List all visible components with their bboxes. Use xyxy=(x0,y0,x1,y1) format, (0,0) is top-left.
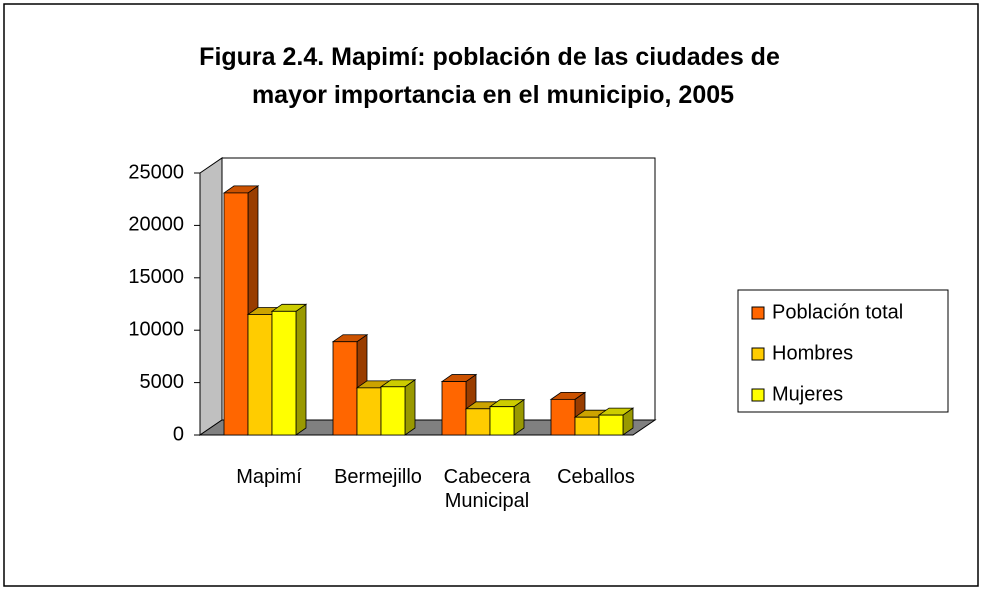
bar-front xyxy=(380,386,406,436)
legend-swatch xyxy=(751,388,765,402)
x-tick-label: Ceballos xyxy=(557,466,635,488)
y-tick-label: 5000 xyxy=(140,371,185,393)
x-tick-label: Mapimí xyxy=(236,466,302,488)
y-tick-label: 20000 xyxy=(128,214,184,236)
bar-front xyxy=(332,341,358,436)
legend-swatch xyxy=(751,347,765,361)
legend-label: Hombres xyxy=(772,342,853,364)
y-tick-label: 15000 xyxy=(128,266,184,288)
bar-side xyxy=(404,379,416,436)
bar-front xyxy=(598,414,624,436)
bar xyxy=(597,407,635,436)
bar xyxy=(379,379,417,436)
x-tick-label: Bermejillo xyxy=(334,466,422,488)
bar xyxy=(270,303,308,436)
legend-label: Población total xyxy=(772,301,903,323)
side-wall xyxy=(199,157,223,436)
bar-side xyxy=(295,303,307,436)
title-line: mayor importancia en el municipio, 2005 xyxy=(252,81,734,109)
bar-front xyxy=(223,192,249,436)
bar-front xyxy=(489,406,515,436)
y-tick-label: 0 xyxy=(173,423,184,445)
x-tick-label: Cabecera Municipal xyxy=(443,466,531,512)
title-line: Figura 2.4. Mapimí: población de las ciu… xyxy=(199,43,787,71)
legend-swatch xyxy=(751,306,765,320)
chart-title: Figura 2.4. Mapimí: población de las ciu… xyxy=(199,43,787,109)
bar-front xyxy=(441,381,467,436)
legend-label: Mujeres xyxy=(772,383,843,405)
y-tick-label: 25000 xyxy=(128,161,184,183)
bar-front xyxy=(550,398,576,436)
bar-front xyxy=(247,314,273,436)
bar-front xyxy=(574,416,600,436)
bar-front xyxy=(271,310,297,436)
bar-front xyxy=(465,408,491,436)
y-tick-label: 10000 xyxy=(128,318,184,340)
bar-front xyxy=(356,387,382,436)
legend-box xyxy=(737,289,949,413)
bar xyxy=(488,398,526,436)
